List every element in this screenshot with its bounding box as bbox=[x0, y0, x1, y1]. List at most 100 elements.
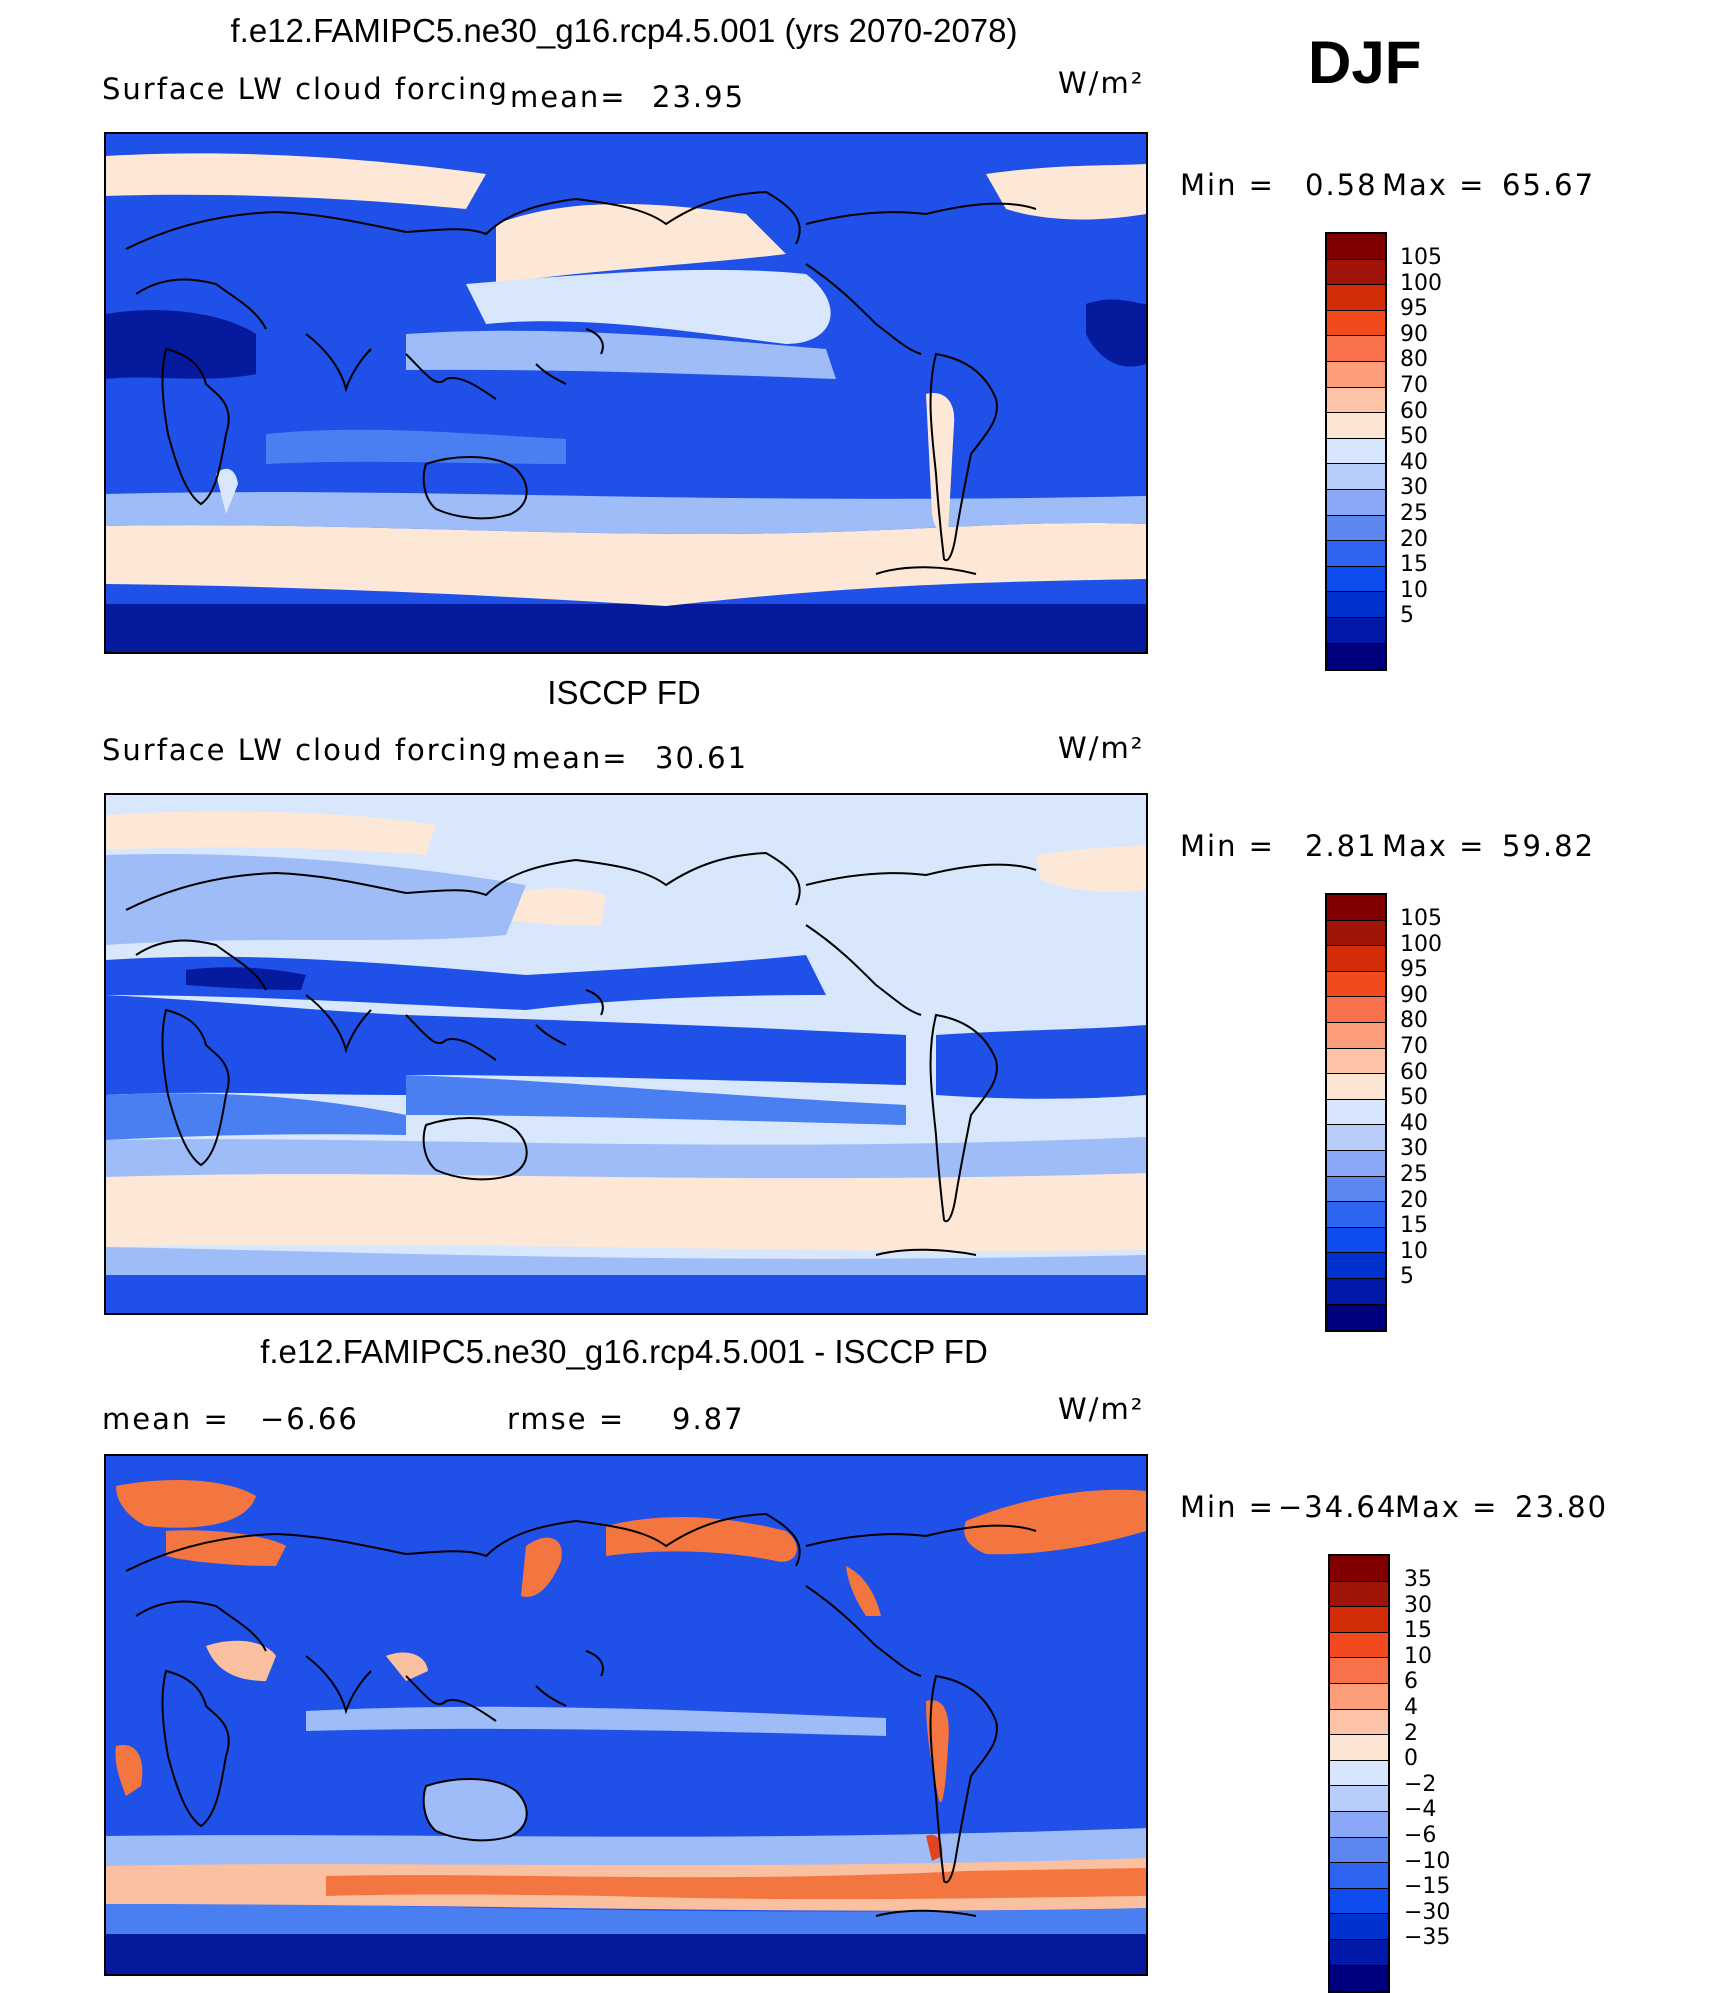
colorbar-swatch bbox=[1330, 1607, 1388, 1633]
panel3-max-value: 23.80 bbox=[1515, 1490, 1609, 1524]
colorbar-level-label: 105 bbox=[1400, 245, 1442, 270]
colorbar-swatch bbox=[1327, 617, 1385, 644]
panel1-colorbar bbox=[1325, 232, 1387, 672]
colorbar-swatch bbox=[1327, 1125, 1385, 1151]
colorbar-level-label: 90 bbox=[1400, 982, 1428, 1008]
colorbar-level-label: 100 bbox=[1400, 270, 1442, 296]
colorbar-level-label: 30 bbox=[1404, 1592, 1432, 1618]
colorbar-level-label: −10 bbox=[1404, 1848, 1451, 1874]
colorbar-level-label: 35 bbox=[1404, 1567, 1432, 1592]
colorbar-level-label: 5 bbox=[1400, 603, 1414, 629]
colorbar-level-label: 40 bbox=[1400, 449, 1428, 475]
colorbar-swatch bbox=[1327, 1074, 1385, 1100]
panel2-mean-value: 30.61 bbox=[655, 741, 749, 775]
colorbar-swatch bbox=[1327, 285, 1385, 311]
colorbar-swatch bbox=[1327, 361, 1385, 388]
colorbar-swatch bbox=[1330, 1581, 1388, 1608]
panel3-mean-label: mean = bbox=[102, 1402, 230, 1436]
colorbar-level-label: 25 bbox=[1400, 1162, 1428, 1187]
panel3-colorbar bbox=[1328, 1554, 1390, 1993]
panel2-mean-label: mean= bbox=[512, 741, 629, 775]
colorbar-swatch bbox=[1327, 515, 1385, 542]
colorbar-swatch bbox=[1330, 1837, 1388, 1864]
colorbar-level-label: 5 bbox=[1400, 1264, 1414, 1290]
colorbar-level-label: 80 bbox=[1400, 347, 1428, 373]
colorbar-swatch bbox=[1327, 438, 1385, 465]
panel1-mean-label: mean= bbox=[510, 80, 627, 114]
panel1-min-label: Min = bbox=[1180, 168, 1275, 202]
colorbar-swatch bbox=[1330, 1632, 1388, 1659]
colorbar-swatch bbox=[1330, 1760, 1388, 1787]
colorbar-level-label: 0 bbox=[1404, 1746, 1418, 1772]
colorbar-level-label: 20 bbox=[1400, 526, 1428, 552]
panel2-colorbar bbox=[1325, 893, 1387, 1333]
panel1-max-value: 65.67 bbox=[1502, 168, 1596, 202]
colorbar-level-label: 15 bbox=[1400, 552, 1428, 578]
colorbar-swatch bbox=[1327, 1176, 1385, 1203]
panel3-map-svg bbox=[106, 1456, 1146, 1974]
colorbar-level-label: 100 bbox=[1400, 931, 1442, 957]
colorbar-level-label: 50 bbox=[1400, 424, 1428, 450]
colorbar-swatch bbox=[1327, 336, 1385, 362]
colorbar-swatch bbox=[1327, 234, 1385, 260]
panel2-units: W/m² bbox=[1058, 731, 1145, 765]
colorbar-level-label: 2 bbox=[1404, 1720, 1418, 1746]
colorbar-level-label: 60 bbox=[1400, 1059, 1428, 1085]
colorbar-swatch bbox=[1327, 895, 1385, 921]
panel2-max-label: Max = bbox=[1382, 829, 1486, 863]
colorbar-swatch bbox=[1327, 592, 1385, 618]
panel1-mean-value: 23.95 bbox=[652, 80, 746, 114]
panel1-max-label: Max = bbox=[1382, 168, 1486, 202]
colorbar-swatch bbox=[1330, 1965, 1388, 1992]
colorbar-swatch bbox=[1330, 1683, 1388, 1710]
panel3-mean-value: −6.66 bbox=[260, 1402, 359, 1436]
colorbar-swatch bbox=[1327, 387, 1385, 414]
panel1-title: f.e12.FAMIPC5.ne30_g16.rcp4.5.001 (yrs 2… bbox=[230, 12, 1018, 49]
colorbar-swatch bbox=[1330, 1914, 1388, 1940]
colorbar-swatch bbox=[1330, 1556, 1388, 1582]
colorbar-level-label: 40 bbox=[1400, 1110, 1428, 1136]
colorbar-level-label: −6 bbox=[1404, 1823, 1437, 1848]
colorbar-level-label: 90 bbox=[1400, 321, 1428, 347]
colorbar-swatch bbox=[1327, 946, 1385, 972]
colorbar-level-label: 60 bbox=[1400, 398, 1428, 424]
colorbar-level-label: 70 bbox=[1400, 1034, 1428, 1059]
panel2-map bbox=[104, 793, 1148, 1315]
colorbar-swatch bbox=[1330, 1709, 1388, 1736]
colorbar-level-label: 95 bbox=[1400, 296, 1428, 322]
panel1-units: W/m² bbox=[1058, 66, 1145, 100]
colorbar-swatch bbox=[1327, 1202, 1385, 1228]
panel3-min-label: Min = bbox=[1180, 1490, 1275, 1524]
colorbar-swatch bbox=[1327, 310, 1385, 337]
colorbar-swatch bbox=[1327, 1022, 1385, 1049]
colorbar-swatch bbox=[1327, 643, 1385, 670]
colorbar-swatch bbox=[1327, 464, 1385, 490]
colorbar-level-label: 10 bbox=[1404, 1643, 1432, 1669]
panel1-map bbox=[104, 132, 1148, 654]
colorbar-swatch bbox=[1327, 1048, 1385, 1075]
colorbar-level-label: −15 bbox=[1404, 1874, 1451, 1900]
colorbar-swatch bbox=[1330, 1811, 1388, 1838]
colorbar-level-label: 70 bbox=[1400, 373, 1428, 398]
colorbar-level-label: 10 bbox=[1400, 1238, 1428, 1264]
panel3-title: f.e12.FAMIPC5.ne30_g16.rcp4.5.001 - ISCC… bbox=[260, 1333, 988, 1370]
colorbar-swatch bbox=[1327, 971, 1385, 998]
colorbar-swatch bbox=[1327, 413, 1385, 439]
panel2-min-value: 2.81 bbox=[1305, 829, 1378, 863]
colorbar-swatch bbox=[1330, 1939, 1388, 1966]
colorbar-swatch bbox=[1327, 1227, 1385, 1254]
season-label: DJF bbox=[1308, 29, 1422, 96]
panel3-units: W/m² bbox=[1058, 1392, 1145, 1426]
colorbar-swatch bbox=[1330, 1658, 1388, 1684]
panel3-rmse-value: 9.87 bbox=[672, 1402, 745, 1436]
colorbar-level-label: −4 bbox=[1404, 1797, 1437, 1823]
colorbar-swatch bbox=[1327, 1278, 1385, 1305]
colorbar-swatch bbox=[1327, 566, 1385, 593]
colorbar-level-label: 20 bbox=[1400, 1187, 1428, 1213]
colorbar-level-label: 95 bbox=[1400, 957, 1428, 983]
panel3-min-value: −34.64 bbox=[1278, 1490, 1398, 1524]
colorbar-swatch bbox=[1327, 1304, 1385, 1331]
colorbar-swatch bbox=[1330, 1786, 1388, 1812]
panel3-map bbox=[104, 1454, 1148, 1976]
panel2-map-svg bbox=[106, 795, 1146, 1313]
